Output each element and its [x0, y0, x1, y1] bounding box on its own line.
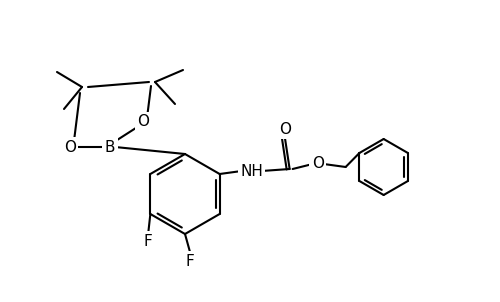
Text: NH: NH: [240, 163, 263, 178]
Text: B: B: [105, 140, 115, 155]
Text: F: F: [144, 233, 152, 249]
Text: O: O: [64, 140, 76, 155]
Text: O: O: [278, 121, 290, 137]
Text: O: O: [312, 156, 324, 172]
Text: O: O: [137, 114, 149, 130]
Text: F: F: [186, 253, 194, 268]
